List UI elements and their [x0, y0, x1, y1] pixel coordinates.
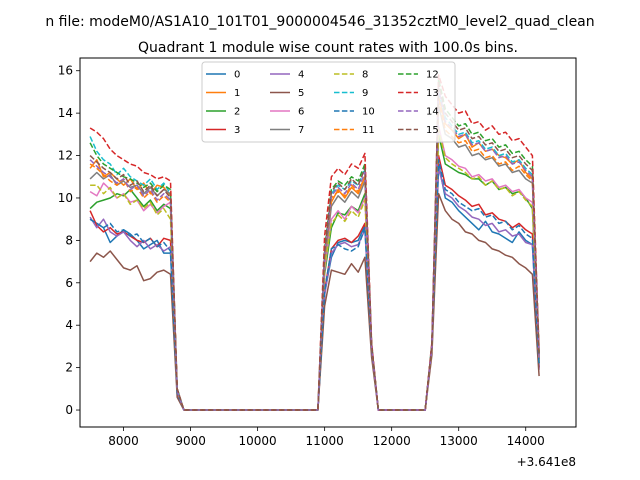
x-tick-label: 8000	[108, 434, 139, 448]
legend-box	[201, 61, 456, 143]
y-tick-label: 8	[65, 233, 73, 247]
legend-label-13: 13	[426, 88, 439, 99]
legend-label-0: 0	[234, 70, 240, 81]
legend-label-11: 11	[362, 125, 375, 136]
legend-label-5: 5	[298, 88, 304, 99]
x-offset-label: +3.641e8	[517, 455, 576, 469]
y-tick-label: 2	[65, 361, 73, 375]
legend-label-6: 6	[298, 107, 304, 118]
legend-label-10: 10	[362, 107, 375, 118]
y-tick-label: 0	[65, 403, 73, 417]
series-line-10	[89, 159, 540, 411]
y-tick-label: 12	[58, 149, 73, 163]
legend-label-8: 8	[362, 70, 368, 81]
y-tick-label: 4	[65, 318, 73, 332]
legend-label-2: 2	[234, 107, 240, 118]
legend-label-4: 4	[298, 70, 304, 81]
series-line-0	[89, 163, 540, 411]
legend-label-1: 1	[234, 88, 240, 99]
series-line-3	[89, 154, 540, 411]
legend-label-15: 15	[426, 125, 439, 136]
y-axis: 0 2 4 6 8 10 12 14 16	[58, 64, 80, 417]
y-tick-label: 14	[58, 106, 73, 120]
plot-area	[89, 74, 540, 411]
y-tick-label: 16	[58, 64, 73, 78]
series-line-6	[89, 125, 540, 411]
legend-label-14: 14	[426, 107, 439, 118]
x-tick-label: 12000	[373, 434, 411, 448]
x-tick-label: 13000	[440, 434, 478, 448]
figure-suptitle: n file: modeM0/AS1A10_101T01_9000004546_…	[45, 14, 594, 30]
x-tick-label: 9000	[175, 434, 206, 448]
y-tick-label: 10	[58, 191, 73, 205]
x-axis: 8000 9000 10000 11000 12000 13000 14000	[108, 427, 545, 448]
legend-label-3: 3	[234, 125, 240, 136]
y-tick-label: 6	[65, 276, 73, 290]
axes-frame	[79, 57, 577, 428]
x-tick-label: 14000	[507, 434, 545, 448]
series-line-5	[89, 192, 540, 411]
legend-label-7: 7	[298, 125, 304, 136]
legend-label-12: 12	[426, 70, 439, 81]
x-tick-label: 11000	[306, 434, 344, 448]
x-tick-label: 10000	[239, 434, 277, 448]
series-line-8	[90, 129, 540, 411]
legend-label-9: 9	[362, 88, 368, 99]
series-line-15	[89, 82, 540, 411]
chart-title: Quadrant 1 module wise count rates with …	[138, 40, 518, 56]
series-line-4	[89, 167, 540, 411]
